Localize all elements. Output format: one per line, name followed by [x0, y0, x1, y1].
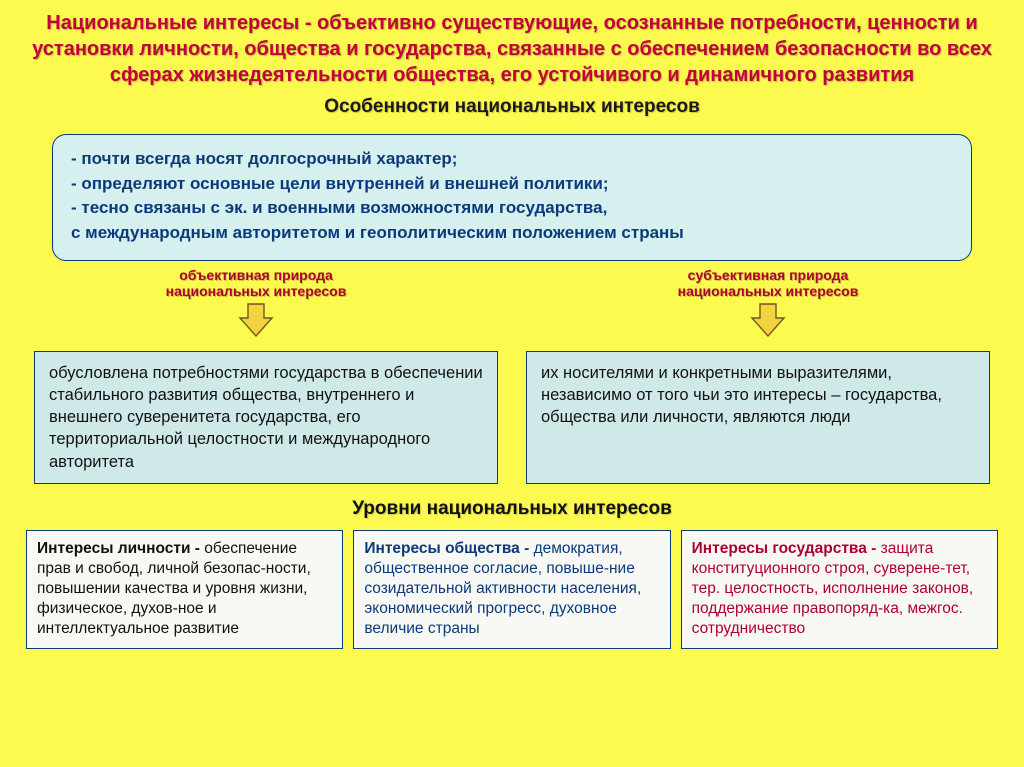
features-box: - почти всегда носят долгосрочный характ… — [52, 134, 972, 261]
arrow-label-line: объективная природа — [179, 267, 333, 283]
level-box-society: Интересы общества - демократия, обществе… — [353, 530, 670, 649]
arrow-label-line: национальных интересов — [166, 283, 347, 299]
features-line: - почти всегда носят долгосрочный характ… — [71, 147, 953, 172]
features-heading: Особенности национальных интересов — [0, 94, 1024, 128]
arrow-column-left: объективная природа национальных интерес… — [31, 267, 482, 347]
arrow-label-left: объективная природа национальных интерес… — [166, 267, 347, 301]
level-lead: Интересы государства - — [692, 540, 881, 557]
features-line: с международным авторитетом и геополитич… — [71, 221, 953, 246]
features-line: - тесно связаны с эк. и военными возможн… — [71, 196, 953, 221]
nature-box-objective: обусловлена потребностями государства в … — [34, 351, 498, 484]
level-lead: Интересы общества - — [364, 540, 533, 557]
main-title: Национальные интересы - объективно сущес… — [0, 0, 1024, 94]
down-arrow-icon — [236, 302, 276, 338]
arrow-column-right: субъективная природа национальных интере… — [543, 267, 994, 347]
levels-row: Интересы личности - обеспечение прав и с… — [26, 530, 998, 649]
nature-row: обусловлена потребностями государства в … — [34, 351, 990, 484]
level-box-state: Интересы государства - защита конституци… — [681, 530, 998, 649]
levels-heading: Уровни национальных интересов — [0, 484, 1024, 530]
arrow-row: объективная природа национальных интерес… — [0, 267, 1024, 347]
level-box-personal: Интересы личности - обеспечение прав и с… — [26, 530, 343, 649]
arrow-label-line: субъективная природа — [688, 267, 849, 283]
level-lead: Интересы личности - — [37, 540, 204, 557]
arrow-label-line: национальных интересов — [678, 283, 859, 299]
features-line: - определяют основные цели внутренней и … — [71, 172, 953, 197]
arrow-label-right: субъективная природа национальных интере… — [678, 267, 859, 301]
down-arrow-icon — [748, 302, 788, 338]
nature-box-subjective: их носителями и конкретными выразителями… — [526, 351, 990, 484]
